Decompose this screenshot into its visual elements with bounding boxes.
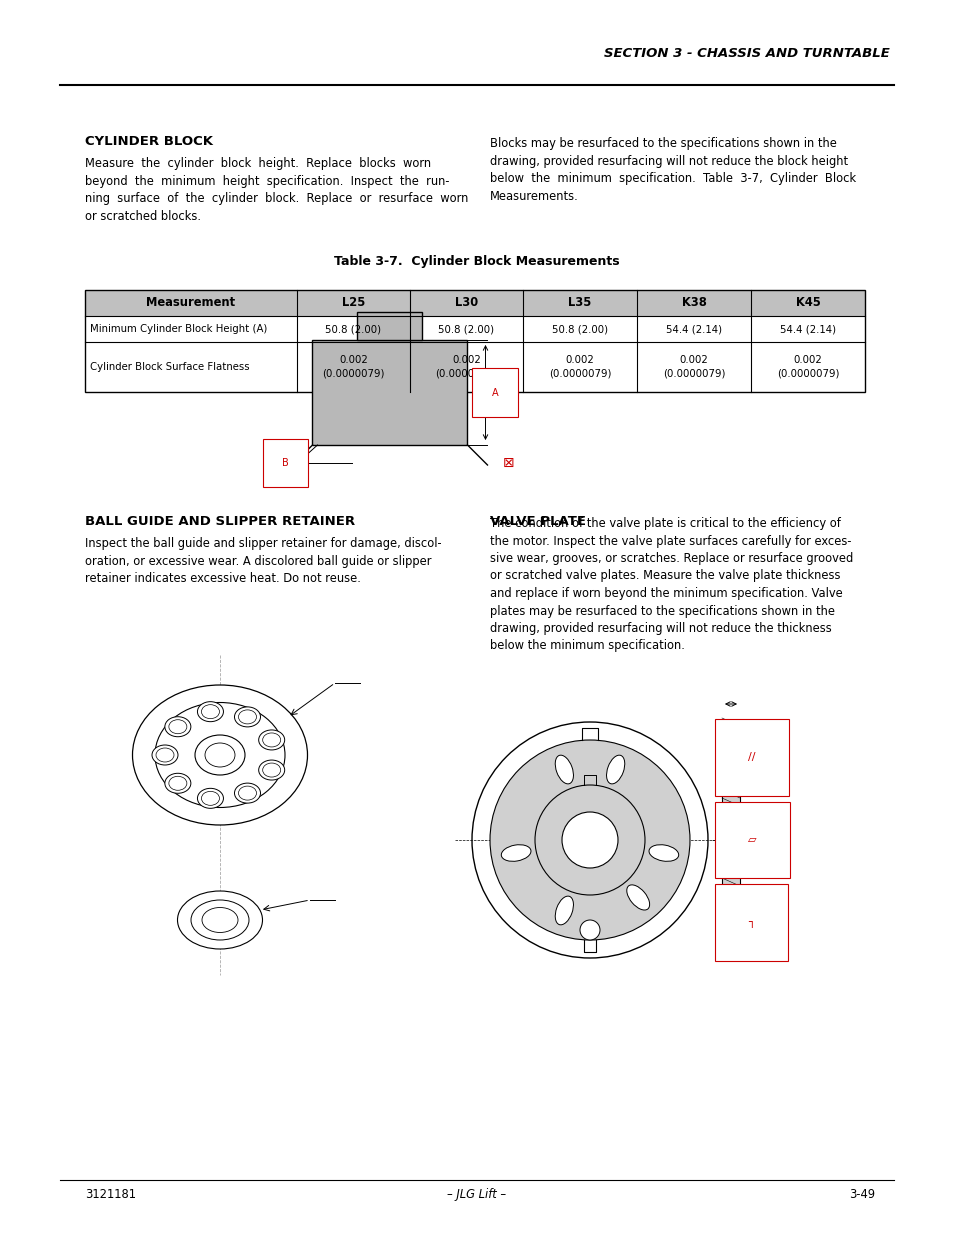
Text: Minimum Cylinder Block Height (A): Minimum Cylinder Block Height (A) xyxy=(90,324,267,333)
Ellipse shape xyxy=(191,900,249,940)
Text: K38: K38 xyxy=(680,296,706,310)
Text: B: B xyxy=(282,458,289,468)
Ellipse shape xyxy=(156,748,173,762)
Ellipse shape xyxy=(169,777,187,790)
Text: Table 3-7.  Cylinder Block Measurements: Table 3-7. Cylinder Block Measurements xyxy=(334,254,619,268)
Text: CYLINDER BLOCK: CYLINDER BLOCK xyxy=(85,135,213,148)
Ellipse shape xyxy=(238,787,256,800)
Text: Blocks may be resurfaced to the specifications shown in the
drawing, provided re: Blocks may be resurfaced to the specific… xyxy=(490,137,855,203)
Ellipse shape xyxy=(626,884,649,910)
Ellipse shape xyxy=(202,908,237,932)
Ellipse shape xyxy=(177,890,262,948)
Ellipse shape xyxy=(234,706,260,727)
Text: //: // xyxy=(747,752,755,762)
Text: Inspect the ball guide and slipper retainer for damage, discol-
oration, or exce: Inspect the ball guide and slipper retai… xyxy=(85,537,441,585)
Ellipse shape xyxy=(258,760,284,781)
Text: A: A xyxy=(491,388,497,398)
Text: 0.002
(0.0000079): 0.002 (0.0000079) xyxy=(322,356,384,379)
Ellipse shape xyxy=(165,773,191,793)
Bar xyxy=(721,722,740,958)
Text: 50.8 (2.00): 50.8 (2.00) xyxy=(438,324,494,333)
Text: 54.4 (2.14): 54.4 (2.14) xyxy=(665,324,721,333)
Ellipse shape xyxy=(648,845,678,861)
Text: L35: L35 xyxy=(568,296,591,310)
Text: 50.8 (2.00): 50.8 (2.00) xyxy=(552,324,607,333)
Ellipse shape xyxy=(201,792,219,805)
Circle shape xyxy=(490,740,689,940)
Ellipse shape xyxy=(197,788,223,809)
Text: 54.4 (2.14): 54.4 (2.14) xyxy=(780,324,835,333)
Ellipse shape xyxy=(132,685,307,825)
Ellipse shape xyxy=(154,703,285,808)
Ellipse shape xyxy=(238,710,256,724)
Text: Measure  the  cylinder  block  height.  Replace  blocks  worn
beyond  the  minim: Measure the cylinder block height. Repla… xyxy=(85,157,468,222)
Circle shape xyxy=(561,811,618,868)
Ellipse shape xyxy=(165,716,191,737)
Ellipse shape xyxy=(234,783,260,803)
Text: ┐: ┐ xyxy=(747,918,754,927)
Text: 3-49: 3-49 xyxy=(848,1188,874,1200)
Circle shape xyxy=(535,785,644,895)
Text: 0.002
(0.0000079): 0.002 (0.0000079) xyxy=(662,356,724,379)
Text: BALL GUIDE AND SLIPPER RETAINER: BALL GUIDE AND SLIPPER RETAINER xyxy=(85,515,355,529)
Ellipse shape xyxy=(152,745,178,764)
Ellipse shape xyxy=(194,735,245,776)
Ellipse shape xyxy=(258,730,284,750)
Text: 3121181: 3121181 xyxy=(85,1188,136,1200)
Text: L30: L30 xyxy=(455,296,477,310)
Text: VALVE PLATE: VALVE PLATE xyxy=(490,515,585,529)
Ellipse shape xyxy=(500,845,531,861)
Text: Cylinder Block Surface Flatness: Cylinder Block Surface Flatness xyxy=(90,362,250,372)
Ellipse shape xyxy=(555,755,573,784)
Circle shape xyxy=(579,920,599,940)
Bar xyxy=(85,290,864,391)
Text: K45: K45 xyxy=(795,296,820,310)
Ellipse shape xyxy=(606,755,624,784)
Text: 0.002
(0.0000079): 0.002 (0.0000079) xyxy=(776,356,839,379)
Ellipse shape xyxy=(169,720,187,734)
Ellipse shape xyxy=(262,732,280,747)
Ellipse shape xyxy=(262,763,280,777)
Text: SECTION 3 - CHASSIS AND TURNTABLE: SECTION 3 - CHASSIS AND TURNTABLE xyxy=(603,47,889,61)
Text: Measurement: Measurement xyxy=(146,296,235,310)
Text: 0.002
(0.0000079): 0.002 (0.0000079) xyxy=(435,356,497,379)
Ellipse shape xyxy=(197,701,223,721)
Text: The condition of the valve plate is critical to the efficiency of
the motor. Ins: The condition of the valve plate is crit… xyxy=(490,517,852,652)
Ellipse shape xyxy=(201,705,219,719)
Bar xyxy=(85,290,864,316)
Circle shape xyxy=(472,722,707,958)
Text: 0.002
(0.0000079): 0.002 (0.0000079) xyxy=(548,356,611,379)
Ellipse shape xyxy=(205,743,234,767)
Text: 50.8 (2.00): 50.8 (2.00) xyxy=(325,324,381,333)
Text: L25: L25 xyxy=(341,296,365,310)
Bar xyxy=(313,340,467,445)
Text: – JLG Lift –: – JLG Lift – xyxy=(447,1188,506,1200)
Bar xyxy=(357,312,422,340)
Text: ▱: ▱ xyxy=(747,835,756,845)
Ellipse shape xyxy=(555,897,573,925)
Text: ⊠: ⊠ xyxy=(502,456,514,471)
